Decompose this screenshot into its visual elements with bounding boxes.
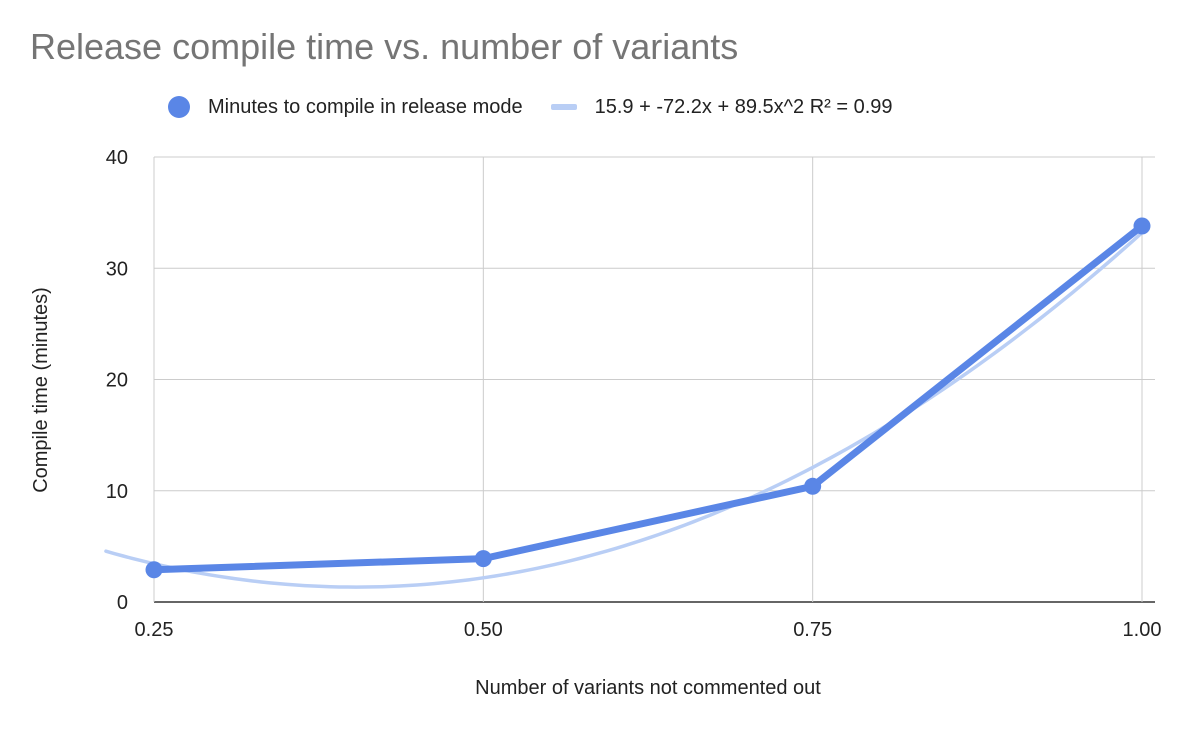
trendline-layer: [104, 230, 1144, 589]
data-point[interactable]: [474, 550, 492, 568]
y-tick-label: 30: [106, 258, 128, 280]
legend-trendline-marker: [550, 104, 577, 110]
y-axis-title: Compile time (minutes): [30, 287, 52, 493]
chart-title: Release compile time vs. number of varia…: [30, 26, 739, 67]
y-tick-label: 10: [106, 481, 128, 503]
data-point[interactable]: [145, 561, 163, 579]
series-layer: [145, 217, 1151, 579]
legend-series-marker: [168, 96, 190, 118]
data-point[interactable]: [1133, 217, 1151, 235]
legend-item-trendline[interactable]: 15.9 + -72.2x + 89.5x^2 R² = 0.99: [550, 95, 893, 119]
legend-item-series[interactable]: Minutes to compile in release mode: [168, 96, 523, 119]
x-tick-label: 0.50: [464, 619, 503, 641]
trendline: [104, 230, 1144, 589]
tick-layer: 0 10 20 30 40 0.25 0.50 0.75 1.00: [106, 147, 1162, 641]
y-tick-label: 20: [106, 370, 128, 392]
x-tick-label: 1.00: [1123, 619, 1162, 641]
data-point[interactable]: [804, 477, 822, 495]
legend-trendline-label: 15.9 + -72.2x + 89.5x^2 R² = 0.99: [594, 95, 893, 118]
legend: Minutes to compile in release mode 15.9 …: [168, 92, 921, 122]
y-tick-label: 0: [117, 592, 128, 614]
y-tick-label: 40: [106, 147, 128, 169]
legend-series-label: Minutes to compile in release mode: [208, 95, 523, 118]
series-line: [150, 222, 1146, 574]
x-tick-label: 0.25: [135, 619, 174, 641]
x-tick-label: 0.75: [793, 619, 832, 641]
x-axis-title: Number of variants not commented out: [475, 677, 821, 699]
